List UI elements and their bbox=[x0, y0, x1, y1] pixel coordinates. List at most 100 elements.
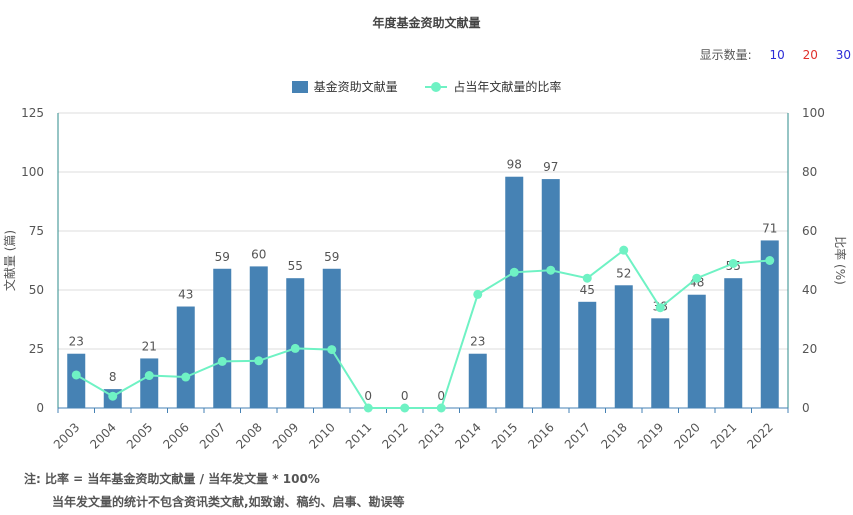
legend-item-bar[interactable]: 基金资助文献量 bbox=[291, 78, 398, 95]
ratio-point bbox=[765, 256, 775, 265]
chart-legend: 基金资助文献量 占当年文献量的比率 bbox=[0, 78, 853, 96]
legend-item-line[interactable]: 占当年文献量的比率 bbox=[425, 78, 561, 95]
y-right-tick-label: 60 bbox=[802, 224, 817, 238]
legend-bar-label: 基金资助文献量 bbox=[313, 80, 398, 94]
bar-value-label: 23 bbox=[470, 335, 485, 349]
bar-value-label: 45 bbox=[580, 283, 595, 297]
bar bbox=[322, 268, 341, 408]
y-left-tick-label: 100 bbox=[21, 165, 44, 179]
bar bbox=[249, 266, 268, 408]
y-right-tick-label: 20 bbox=[802, 342, 817, 356]
bar bbox=[760, 240, 779, 408]
x-tick-label: 2016 bbox=[525, 420, 556, 451]
ratio-point bbox=[692, 273, 702, 283]
x-tick-label: 2013 bbox=[416, 420, 447, 451]
x-tick-label: 2011 bbox=[343, 420, 374, 451]
bar-value-label: 97 bbox=[543, 160, 558, 174]
bar-value-label: 0 bbox=[364, 389, 372, 403]
ratio-point bbox=[181, 372, 191, 382]
ratio-point bbox=[71, 370, 81, 380]
ratio-point bbox=[509, 267, 519, 277]
ratio-point bbox=[400, 403, 410, 413]
x-tick-label: 2019 bbox=[635, 420, 666, 451]
y-left-tick-label: 75 bbox=[29, 224, 44, 238]
display-count-option-10[interactable]: 10 bbox=[769, 48, 785, 62]
ratio-point bbox=[144, 371, 154, 381]
ratio-point bbox=[290, 343, 300, 353]
bar-value-label: 8 bbox=[109, 370, 117, 384]
bar bbox=[614, 285, 633, 408]
legend-bar-swatch bbox=[291, 80, 308, 93]
ratio-point bbox=[728, 258, 738, 268]
x-tick-label: 2022 bbox=[744, 420, 775, 451]
display-count-label: 显示数量: bbox=[699, 48, 752, 62]
ratio-point bbox=[473, 289, 483, 299]
chart-title: 年度基金资助文献量 bbox=[372, 16, 481, 30]
x-tick-label: 2014 bbox=[452, 420, 483, 451]
display-count-option-20[interactable]: 20 bbox=[802, 48, 818, 62]
note-line-1: 注: 比率 = 当年基金资助文献量 / 当年发文量 * 100% bbox=[24, 472, 320, 486]
x-tick-label: 2015 bbox=[489, 420, 520, 451]
y-right-tick-label: 100 bbox=[802, 106, 825, 120]
x-tick-label: 2012 bbox=[379, 420, 410, 451]
ratio-point bbox=[619, 245, 629, 255]
bar bbox=[140, 358, 159, 408]
x-tick-label: 2017 bbox=[562, 420, 593, 451]
y-left-tick-label: 125 bbox=[21, 106, 44, 120]
legend-line-swatch bbox=[425, 81, 448, 93]
bar-value-label: 0 bbox=[401, 389, 409, 403]
note-line-2: 当年发文量的统计不包含资讯类文献,如致谢、稿约、启事、勘误等 bbox=[52, 495, 405, 509]
bar-value-label: 59 bbox=[215, 250, 230, 264]
bar bbox=[176, 306, 195, 408]
bar-value-label: 0 bbox=[437, 389, 445, 403]
bar-value-label: 21 bbox=[142, 339, 157, 353]
x-tick-label: 2003 bbox=[51, 420, 82, 451]
x-tick-label: 2005 bbox=[124, 420, 155, 451]
x-tick-label: 2018 bbox=[598, 420, 629, 451]
ratio-point bbox=[108, 391, 118, 401]
bar-value-label: 23 bbox=[69, 335, 84, 349]
ratio-point bbox=[582, 273, 592, 283]
bar-value-label: 52 bbox=[616, 266, 631, 280]
y-left-tick-label: 0 bbox=[36, 401, 44, 415]
bar bbox=[651, 318, 670, 408]
y-right-tick-label: 40 bbox=[802, 283, 817, 297]
bar-value-label: 55 bbox=[288, 259, 303, 273]
bar-value-label: 60 bbox=[251, 247, 266, 261]
legend-line-label: 占当年文献量的比率 bbox=[453, 80, 562, 94]
x-tick-label: 2007 bbox=[197, 420, 228, 451]
x-tick-label: 2021 bbox=[708, 420, 739, 451]
bar bbox=[286, 278, 305, 408]
y-right-tick-label: 0 bbox=[802, 401, 810, 415]
x-tick-label: 2006 bbox=[160, 420, 191, 451]
bar bbox=[724, 278, 743, 408]
bar bbox=[67, 353, 86, 408]
ratio-point bbox=[363, 403, 373, 413]
bar bbox=[468, 353, 487, 408]
bar bbox=[578, 301, 597, 408]
bar bbox=[541, 179, 560, 408]
ratio-line bbox=[75, 248, 770, 409]
display-count-option-30[interactable]: 30 bbox=[835, 48, 851, 62]
y-left-tick-label: 25 bbox=[29, 342, 44, 356]
y-left-axis-title: 文献量 (篇) bbox=[2, 230, 17, 291]
bar bbox=[213, 268, 232, 408]
ratio-point bbox=[254, 356, 264, 366]
y-right-axis-title: 比率 (%) bbox=[833, 236, 848, 285]
display-count-selector: 显示数量: 10 20 30 bbox=[700, 46, 853, 63]
y-left-tick-label: 50 bbox=[29, 283, 44, 297]
x-tick-label: 2009 bbox=[270, 420, 301, 451]
bar-value-label: 59 bbox=[324, 250, 339, 264]
x-tick-label: 2004 bbox=[87, 420, 118, 451]
x-tick-label: 2010 bbox=[306, 420, 337, 451]
bar-value-label: 43 bbox=[178, 288, 193, 302]
bar-value-label: 71 bbox=[762, 221, 777, 235]
ratio-point bbox=[546, 265, 556, 275]
y-right-tick-label: 80 bbox=[802, 165, 817, 179]
ratio-point bbox=[327, 345, 337, 355]
x-tick-label: 2020 bbox=[671, 420, 702, 451]
ratio-point bbox=[655, 303, 665, 313]
bar bbox=[687, 294, 706, 408]
x-tick-label: 2008 bbox=[233, 420, 264, 451]
